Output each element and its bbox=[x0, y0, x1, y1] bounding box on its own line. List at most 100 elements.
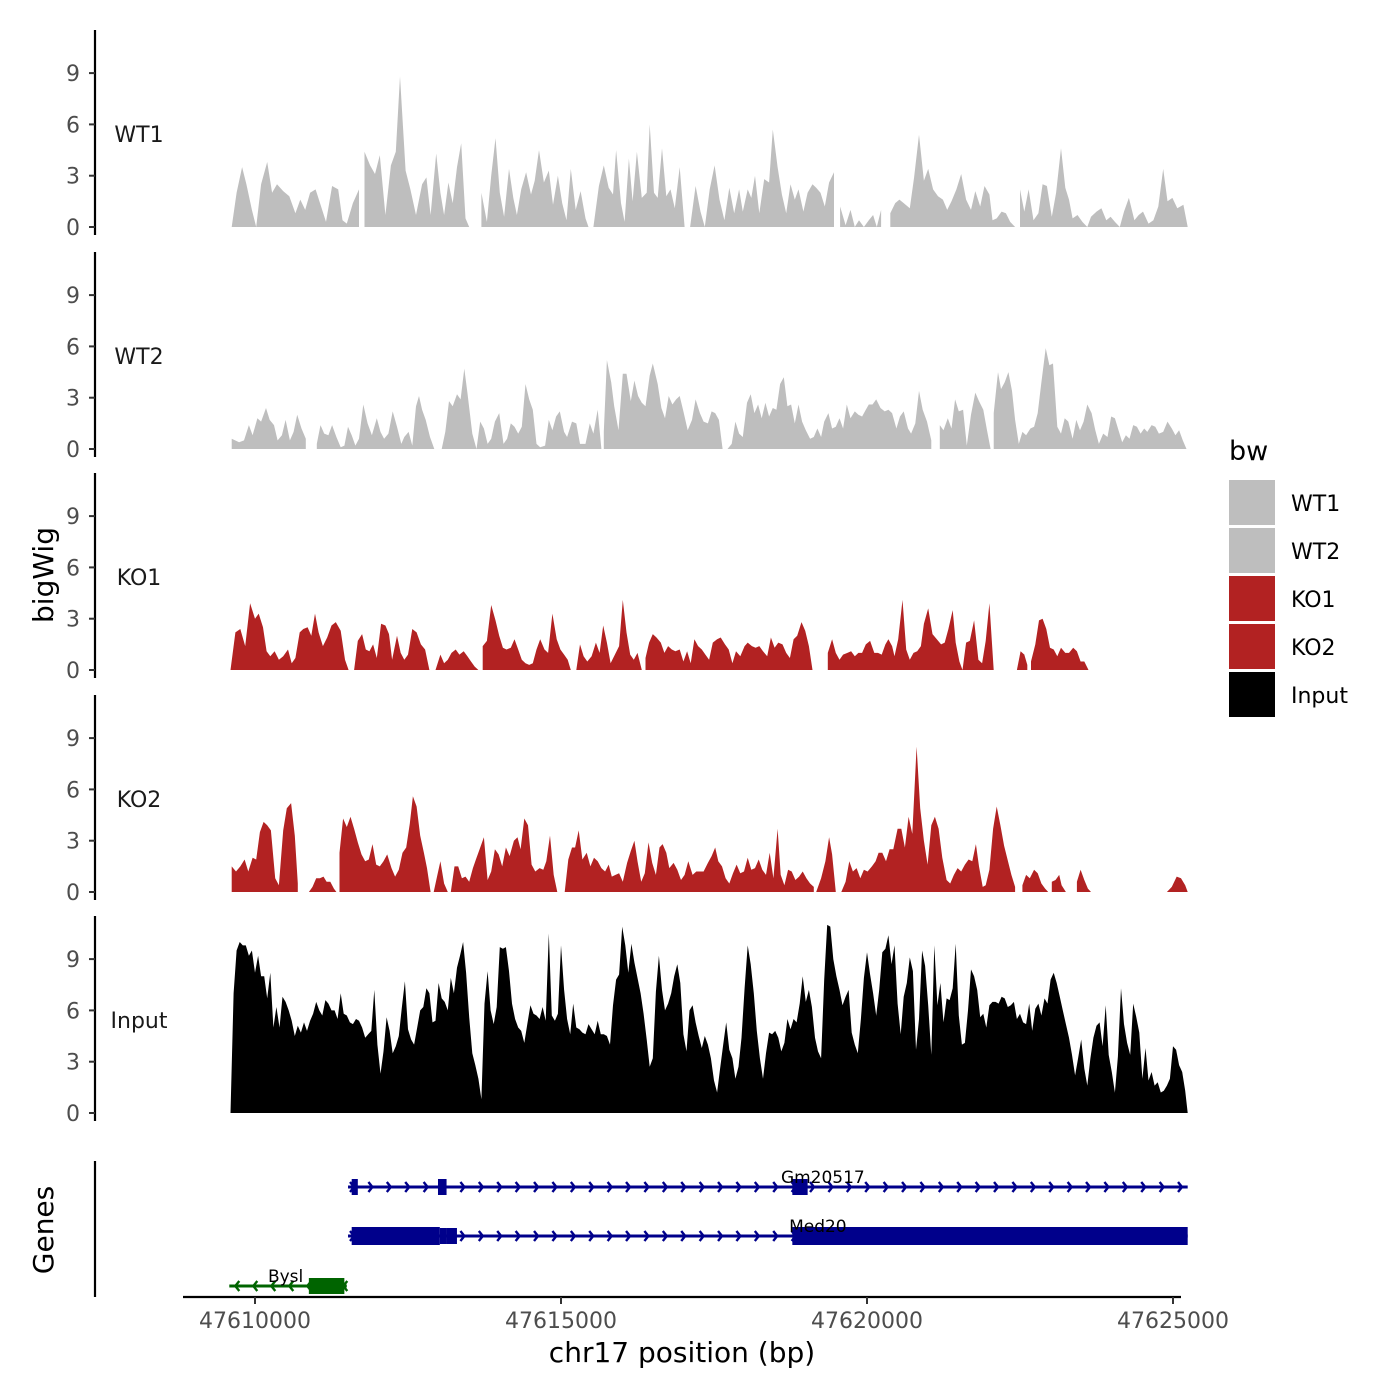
y-tick-label: 9 bbox=[66, 505, 80, 530]
signal-area bbox=[482, 605, 571, 670]
gene-Bysl: Bysl bbox=[229, 1267, 349, 1294]
signal-area bbox=[433, 861, 448, 892]
signal-area bbox=[576, 599, 642, 670]
signal-area bbox=[435, 649, 479, 670]
gene-Med20: Med20 bbox=[348, 1217, 1188, 1245]
strand-chevron bbox=[588, 1230, 595, 1242]
y-tick-label: 0 bbox=[66, 1102, 80, 1127]
track-WT2: 0 3 6 9 WT2 bbox=[66, 252, 1187, 463]
strand-chevron bbox=[753, 1181, 761, 1193]
exon-block bbox=[446, 1228, 457, 1244]
track-WT1: 0 3 6 9 WT1 bbox=[66, 30, 1188, 241]
signal-area bbox=[1020, 148, 1188, 227]
signal-area bbox=[450, 818, 558, 892]
legend-title: bw bbox=[1229, 436, 1268, 467]
legend-label: KO2 bbox=[1291, 636, 1336, 661]
strand-chevron bbox=[1029, 1181, 1037, 1193]
legend-label: WT1 bbox=[1291, 492, 1340, 517]
signal-area bbox=[1166, 876, 1188, 892]
strand-chevron bbox=[533, 1230, 540, 1242]
x-tick-label: 47625000 bbox=[1117, 1309, 1229, 1334]
strand-chevron bbox=[864, 1181, 871, 1193]
y-tick-label: 0 bbox=[66, 438, 80, 463]
x-axis-title: chr17 position (bp) bbox=[549, 1336, 815, 1369]
strand-chevron bbox=[625, 1230, 632, 1242]
strand-chevron bbox=[1103, 1181, 1110, 1193]
legend-label: WT2 bbox=[1291, 540, 1340, 565]
track-Input: 0 3 6 9 Input bbox=[66, 916, 1188, 1127]
signal-area bbox=[308, 876, 337, 892]
y-tick-label: 3 bbox=[66, 1051, 80, 1076]
strand-chevron bbox=[1177, 1181, 1184, 1193]
strand-chevron bbox=[956, 1181, 963, 1193]
gene-label: Med20 bbox=[789, 1217, 847, 1237]
legend-swatch bbox=[1229, 480, 1275, 525]
strand-chevron bbox=[919, 1181, 926, 1193]
track-label: WT2 bbox=[114, 345, 163, 370]
y-tick-label: 3 bbox=[66, 165, 80, 190]
signal-area bbox=[840, 206, 882, 227]
strand-chevron bbox=[459, 1181, 466, 1193]
signal-area bbox=[593, 124, 834, 227]
strand-chevron bbox=[551, 1230, 558, 1242]
legend-swatch bbox=[1229, 672, 1275, 717]
strand-chevron bbox=[717, 1230, 724, 1242]
signal-area bbox=[364, 76, 478, 227]
strand-chevron bbox=[251, 1280, 259, 1292]
strand-chevron bbox=[772, 1181, 779, 1193]
strand-chevron bbox=[459, 1230, 466, 1242]
signal-area bbox=[354, 623, 430, 670]
strand-chevron bbox=[496, 1181, 503, 1193]
strand-chevron bbox=[287, 1280, 295, 1292]
signal-area bbox=[841, 746, 1016, 892]
genes-area: Gm20517 Med20 Bysl bbox=[93, 1161, 1188, 1297]
exon-block bbox=[439, 1228, 447, 1244]
strand-chevron bbox=[661, 1230, 669, 1242]
strand-chevron bbox=[753, 1230, 761, 1242]
y-tick-label: 9 bbox=[66, 284, 80, 309]
signal-area bbox=[231, 408, 306, 449]
legend: bw WT1 WT2 KO1 KO2 Input bbox=[1229, 436, 1348, 717]
y-tick-label: 3 bbox=[66, 830, 80, 855]
legend-label: Input bbox=[1291, 684, 1348, 709]
exon-block bbox=[792, 1179, 808, 1195]
genes-axis-title: Genes bbox=[27, 1186, 60, 1274]
track-KO1: 0 3 6 9 KO1 bbox=[66, 473, 1089, 684]
y-tick-label: 9 bbox=[66, 62, 80, 87]
strand-chevron bbox=[606, 1181, 614, 1193]
exon-block bbox=[308, 1278, 345, 1294]
strand-chevron bbox=[1121, 1181, 1129, 1193]
strand-chevron bbox=[514, 1181, 522, 1193]
track-label: KO2 bbox=[117, 788, 162, 813]
strand-chevron bbox=[551, 1181, 558, 1193]
signal-area bbox=[993, 348, 1187, 449]
signal-area bbox=[1031, 618, 1089, 670]
strand-chevron bbox=[1048, 1181, 1055, 1193]
strand-chevron bbox=[625, 1181, 632, 1193]
signal-area bbox=[339, 796, 431, 892]
y-tick-label: 6 bbox=[66, 778, 80, 803]
y-tick-label: 0 bbox=[66, 881, 80, 906]
strand-chevron bbox=[901, 1181, 908, 1193]
legend-swatch bbox=[1229, 528, 1275, 573]
strand-chevron bbox=[698, 1181, 706, 1193]
strand-chevron bbox=[385, 1181, 393, 1193]
exon-block bbox=[437, 1179, 447, 1195]
x-axis: 47610000 47615000 47620000 47625000 bbox=[183, 1295, 1229, 1334]
legend-swatch bbox=[1229, 624, 1275, 669]
strand-chevron bbox=[680, 1181, 687, 1193]
strand-chevron bbox=[496, 1230, 503, 1242]
strand-chevron bbox=[717, 1181, 724, 1193]
strand-chevron bbox=[1085, 1181, 1092, 1193]
x-tick-label: 47610000 bbox=[199, 1309, 311, 1334]
strand-chevron bbox=[974, 1181, 982, 1193]
y-tick-label: 6 bbox=[66, 999, 80, 1024]
track-label: Input bbox=[111, 1009, 168, 1034]
signal-area bbox=[441, 368, 602, 449]
exon-block bbox=[351, 1227, 440, 1245]
y-tick-label: 9 bbox=[66, 727, 80, 752]
strand-chevron bbox=[606, 1230, 614, 1242]
x-tick-label: 47620000 bbox=[811, 1309, 923, 1334]
strand-chevron bbox=[233, 1280, 241, 1292]
